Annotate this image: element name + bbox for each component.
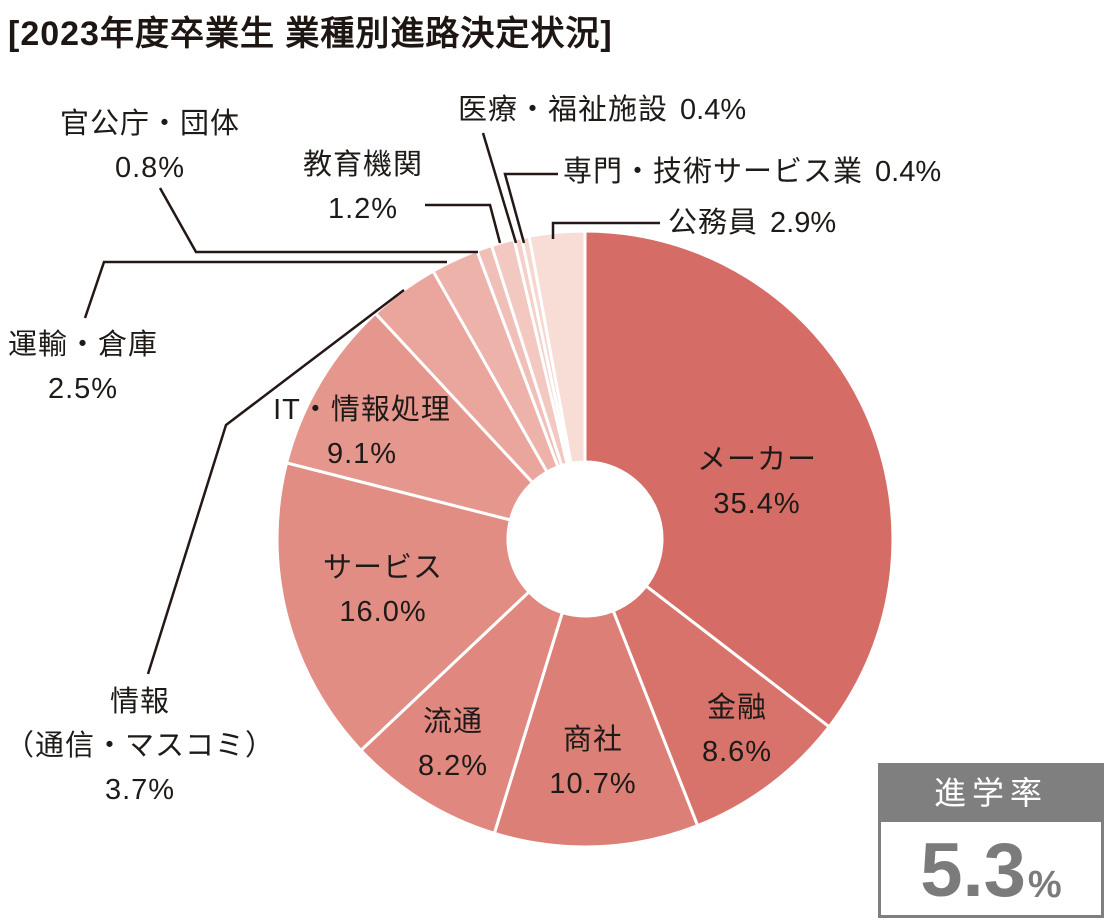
label-it-information: IT・情報処理 9.1% (273, 388, 451, 476)
leader-line-medical-welfare (481, 132, 518, 244)
label-trading-company-name: 商社 (562, 724, 624, 756)
label-maker-pct: 35.4% (713, 488, 801, 520)
slice-it-information (285, 311, 535, 522)
leader-line-transport-warehouse (83, 260, 447, 319)
shingakuritsu-value-box: 5.3 % (878, 819, 1104, 918)
donut-chart (275, 229, 895, 849)
label-civil-servant-pct: 2.9% (770, 207, 837, 239)
leader-line-civil-servant (551, 221, 660, 239)
leader-line-education (425, 203, 502, 244)
label-medical-welfare-name: 医療・福祉施設 (458, 94, 669, 126)
leader-line-professional-service (503, 172, 558, 244)
label-distribution-pct: 8.2% (417, 750, 489, 782)
label-media-information-name2: （通信・マスコミ） (4, 730, 276, 762)
label-service-pct: 16.0% (339, 596, 427, 628)
label-media-information-name: 情報 (109, 686, 171, 718)
label-education-name: 教育機関 (302, 149, 424, 181)
label-distribution: 流通 8.2% (418, 700, 488, 788)
label-finance: 金融 8.6% (702, 686, 772, 774)
slice-finance (611, 584, 831, 828)
label-professional-service-pct: 0.4% (875, 156, 942, 188)
label-finance-pct: 8.6% (701, 736, 773, 768)
label-education-pct: 1.2% (327, 193, 399, 225)
shingakuritsu-header: 進学率 (878, 763, 1104, 819)
label-transport-warehouse: 運輸・倉庫 2.5% (8, 323, 158, 411)
label-transport-warehouse-name: 運輸・倉庫 (7, 329, 159, 361)
label-trading-company: 商社 10.7% (549, 718, 636, 806)
label-education: 教育機関 1.2% (303, 143, 423, 231)
shingakuritsu-label: 進学率 (933, 775, 1048, 811)
label-distribution-name: 流通 (422, 706, 484, 738)
label-trading-company-pct: 10.7% (549, 768, 637, 800)
label-government-org-name: 官公庁・団体 (59, 108, 241, 140)
leader-line-government-org (158, 187, 478, 254)
label-government-org-pct: 0.8% (114, 152, 186, 184)
label-it-information-pct: 9.1% (326, 438, 398, 470)
label-it-information-name: IT・情報処理 (273, 394, 451, 426)
slice-service (275, 461, 531, 752)
label-transport-warehouse-pct: 2.5% (47, 373, 119, 405)
label-media-information: 情報 （通信・マスコミ） 3.7% (5, 680, 275, 812)
label-medical-welfare-pct: 0.4% (680, 94, 747, 126)
shingakuritsu-unit: % (1027, 864, 1062, 907)
label-professional-service-name: 専門・技術サービス業 (563, 156, 864, 188)
label-medical-welfare: 医療・福祉施設 0.4% (458, 88, 746, 132)
label-civil-servant: 公務員 2.9% (668, 201, 836, 245)
label-media-information-pct: 3.7% (104, 774, 176, 806)
label-civil-servant-name: 公務員 (668, 207, 759, 239)
label-service: サービス 16.0% (323, 546, 443, 634)
slice-maker (583, 229, 895, 729)
label-professional-service: 専門・技術サービス業 0.4% (563, 150, 941, 194)
label-government-org: 官公庁・団体 0.8% (60, 102, 240, 190)
label-service-name: サービス (322, 552, 444, 584)
page-title: [2023年度卒業生 業種別進路決定状況] (8, 15, 613, 53)
label-finance-name: 金融 (706, 692, 768, 724)
leader-line-media-information (146, 289, 405, 675)
label-maker-name: メーカー (696, 444, 818, 476)
label-maker: メーカー 35.4% (697, 438, 817, 526)
slice-distribution (359, 590, 564, 835)
leader-lines (83, 132, 660, 675)
shingakuritsu-value: 5.3 (920, 827, 1026, 913)
slice-civil-servant (527, 229, 587, 465)
